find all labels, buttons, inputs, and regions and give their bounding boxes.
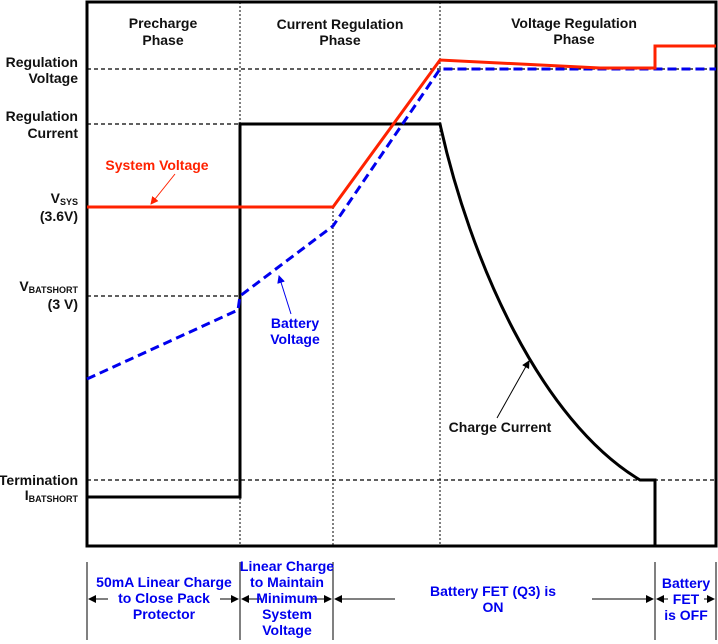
label-regulation-current: Regulation (6, 108, 78, 124)
label-regulation-voltage: Regulation (6, 54, 78, 70)
charge-current-arrow (496, 360, 530, 419)
label-ibatshort: IBATSHORT (25, 487, 79, 504)
battery-voltage-label-2: Voltage (270, 331, 320, 347)
linear-charge-note: Linear Charge (240, 558, 334, 574)
charge-current-label: Charge Current (449, 419, 552, 435)
linear-charge-note-5: Voltage (262, 622, 312, 638)
label-regulation-voltage-2: Voltage (28, 70, 78, 86)
label-vsys: VSYS (51, 190, 78, 207)
fet-on-note-2: ON (483, 599, 504, 615)
fet-off-note-2: FET (673, 591, 700, 607)
label-regulation-current-2: Current (27, 125, 78, 141)
precharge-note: 50mA Linear Charge (96, 574, 232, 590)
label-vbatshort-value: (3 V) (48, 296, 78, 312)
linear-charge-note-4: System (262, 606, 312, 622)
plot-frame (85, 0, 718, 548)
phase-title-precharge-2: Phase (142, 32, 183, 48)
system-voltage-curve (87, 44, 716, 209)
linear-charge-note-3: Minimum (256, 590, 317, 606)
bottom-dividers (86, 562, 717, 640)
fet-off-note: Battery (662, 575, 710, 591)
phase-title-precharge: Precharge (129, 15, 198, 31)
phase-title-current-2: Phase (319, 32, 360, 48)
fet-on-note: Battery FET (Q3) is (430, 583, 556, 599)
battery-voltage-arrow (277, 275, 292, 315)
phase-title-current: Current Regulation (277, 16, 404, 32)
system-voltage-arrow (150, 173, 176, 205)
bottom-labels: 50mA Linear Charge to Close Pack Protect… (96, 558, 710, 638)
system-voltage-label: System Voltage (105, 157, 208, 173)
phase-title-voltage-2: Phase (553, 31, 594, 47)
y-axis-labels: Regulation Voltage Regulation Current VS… (0, 54, 78, 504)
battery-voltage-curve (86, 67, 716, 381)
level-lines (87, 68, 716, 481)
label-termination: Termination (0, 472, 78, 488)
battery-voltage-label: Battery (271, 315, 319, 331)
precharge-note-2: to Close Pack (118, 590, 210, 606)
linear-charge-note-2: to Maintain (250, 574, 324, 590)
label-vbatshort: VBATSHORT (19, 278, 78, 295)
phase-title-voltage: Voltage Regulation (511, 15, 637, 31)
charge-current-curve (87, 122, 716, 548)
label-vsys-value: (3.6V) (40, 208, 78, 224)
fet-off-note-3: is OFF (664, 607, 708, 623)
precharge-note-3: Protector (133, 606, 196, 622)
